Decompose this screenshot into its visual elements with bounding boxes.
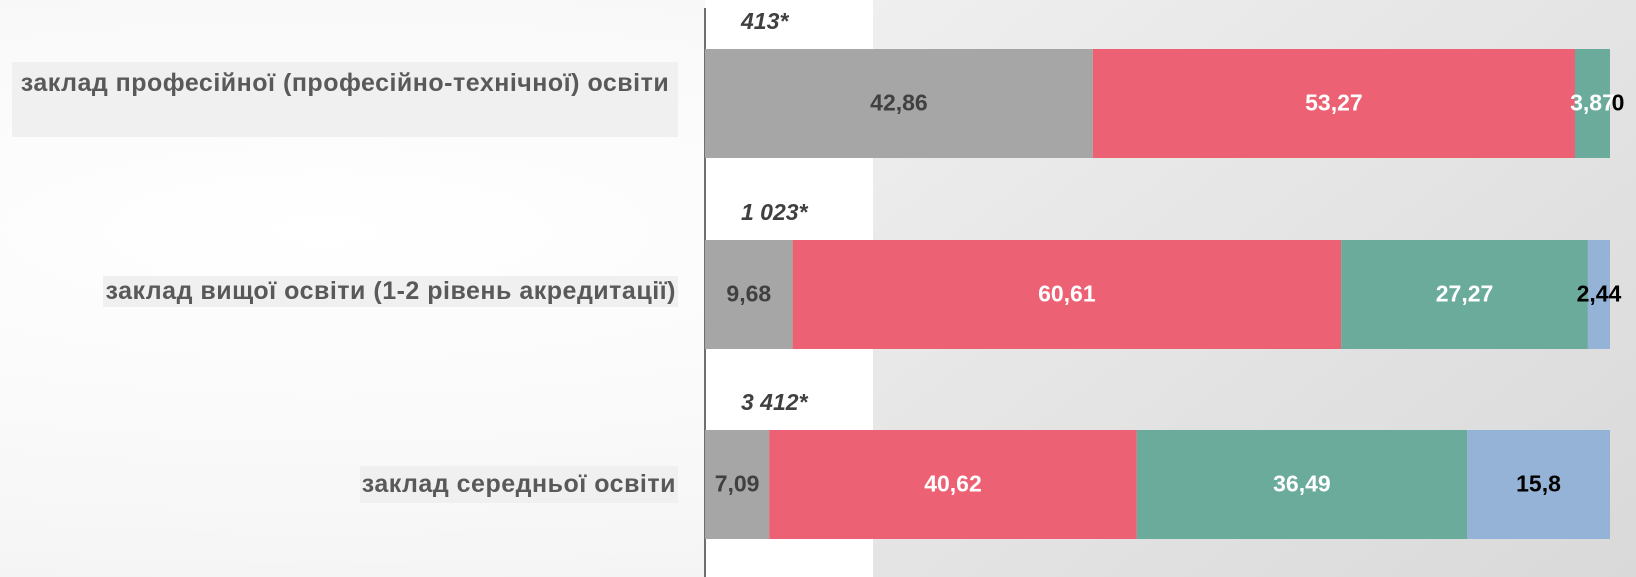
bar-segment — [1574, 49, 1610, 158]
data-label: 0 — [1612, 90, 1625, 116]
bar-segment — [705, 430, 770, 539]
annotation: 3 412* — [741, 389, 809, 415]
category-label: заклад середньої освіти — [359, 466, 678, 503]
bar-segment — [1092, 49, 1575, 158]
category-label: заклад професійної (професійно-технічної… — [12, 62, 678, 137]
data-label: 60,61 — [1038, 281, 1096, 307]
bar-segment — [705, 240, 793, 349]
data-label: 42,86 — [870, 90, 928, 116]
bar-segment — [1136, 430, 1468, 539]
data-label: 7,09 — [715, 471, 760, 497]
data-label: 40,62 — [924, 471, 982, 497]
data-label: 2,44 — [1577, 281, 1622, 307]
data-label: 15,8 — [1516, 471, 1561, 497]
bar-segment — [1467, 430, 1610, 539]
category-label: заклад вищої освіти (1-2 рівень акредита… — [103, 276, 678, 307]
data-label: 9,68 — [726, 281, 771, 307]
bar-segment — [792, 240, 1342, 349]
bar-segment — [705, 49, 1093, 158]
annotation: 1 023* — [741, 199, 809, 225]
data-label: 53,27 — [1305, 90, 1363, 116]
data-label: 3,87 — [1570, 90, 1615, 116]
data-label: 27,27 — [1436, 281, 1494, 307]
annotation: 413* — [740, 8, 789, 34]
data-label: 36,49 — [1273, 471, 1331, 497]
bar-segment — [1341, 240, 1588, 349]
bar-segment — [1587, 240, 1610, 349]
bar-segment — [769, 430, 1137, 539]
